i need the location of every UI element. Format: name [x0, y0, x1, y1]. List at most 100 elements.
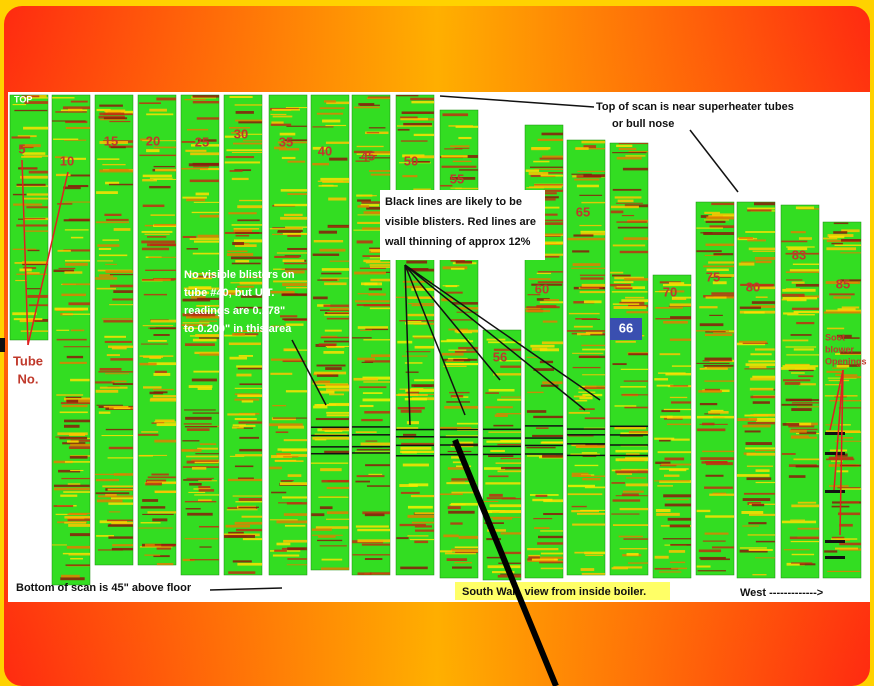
scan-line	[705, 334, 732, 336]
scan-line	[107, 354, 120, 356]
scan-line	[70, 558, 83, 560]
scan-line	[618, 227, 648, 229]
scan-line	[330, 261, 349, 262]
scan-line	[749, 248, 775, 251]
scan-line	[791, 435, 809, 437]
scan-line	[406, 351, 430, 352]
scan-line	[610, 284, 631, 286]
scan-line	[193, 166, 209, 167]
scan-line	[357, 146, 384, 147]
scan-line	[106, 219, 129, 221]
scan-line	[670, 397, 687, 398]
scan-line	[537, 273, 551, 274]
blister-line	[525, 453, 563, 455]
scan-line	[369, 127, 386, 128]
scan-line	[756, 420, 775, 422]
scan-line	[367, 97, 390, 99]
scan-line	[99, 113, 124, 116]
scan-line	[408, 515, 434, 518]
scan-line	[232, 152, 262, 153]
scan-line	[198, 235, 219, 238]
scan-line	[785, 382, 801, 385]
scan-line	[796, 206, 814, 209]
scan-line	[227, 509, 258, 510]
scan-line	[274, 550, 287, 552]
scan-line	[185, 538, 219, 539]
scan-line	[65, 229, 89, 230]
scan-line	[655, 556, 669, 559]
scan-line	[572, 353, 603, 354]
scan-line	[658, 372, 686, 373]
scan-line	[403, 434, 416, 436]
scan-line	[663, 321, 688, 324]
scan-line	[743, 343, 768, 344]
scan-line	[613, 245, 645, 247]
scan-line	[705, 533, 729, 535]
scan-line	[313, 254, 340, 256]
scan-line	[407, 421, 419, 424]
scan-line	[826, 247, 856, 250]
scan-line	[108, 536, 133, 538]
scan-line	[540, 348, 559, 351]
scan-line	[842, 501, 859, 503]
annotation: Openings	[825, 356, 867, 366]
scan-line	[273, 116, 293, 118]
scan-line	[274, 256, 299, 258]
scan-line	[227, 250, 247, 252]
scan-line	[792, 282, 805, 284]
scan-line	[528, 556, 540, 558]
scan-line	[231, 257, 262, 260]
scan-line	[485, 406, 512, 408]
scan-line	[543, 513, 563, 515]
scan-line	[58, 250, 71, 252]
blister-line	[440, 429, 478, 431]
scan-line	[357, 539, 390, 542]
scan-line	[155, 371, 167, 373]
scan-line	[711, 292, 734, 295]
scan-line	[235, 232, 262, 234]
scan-line	[575, 465, 599, 466]
scan-line	[274, 109, 291, 111]
blister-line	[525, 425, 563, 427]
scan-line	[713, 332, 734, 333]
scan-line	[70, 456, 88, 459]
blister-line	[440, 436, 478, 438]
blister-line	[352, 452, 390, 454]
blister-line	[525, 437, 563, 439]
scan-line	[575, 400, 587, 402]
scan-line	[582, 349, 605, 351]
scan-line	[583, 387, 605, 389]
scan-line	[193, 163, 219, 165]
scan-line	[226, 156, 254, 158]
scan-strip	[10, 95, 48, 340]
scan-strip	[352, 95, 390, 575]
scan-line	[526, 169, 539, 171]
scan-line	[195, 453, 219, 454]
scan-line	[319, 391, 334, 394]
scan-line	[706, 462, 733, 465]
scan-line	[67, 546, 90, 549]
scan-line	[113, 383, 133, 385]
scan-line	[236, 111, 254, 114]
scan-line	[414, 541, 428, 543]
scan-line	[110, 274, 133, 275]
scan-line	[748, 422, 775, 424]
scan-line	[485, 482, 520, 484]
scan-line	[398, 129, 410, 131]
scan-line	[235, 388, 262, 389]
scan-line	[578, 476, 605, 477]
scan-line	[67, 440, 79, 442]
scan-line	[242, 400, 254, 402]
scan-line	[357, 475, 385, 477]
scan-line	[493, 517, 513, 519]
scan-line	[501, 458, 521, 459]
scan-line	[619, 536, 643, 538]
scan-line	[577, 513, 605, 515]
scan-line	[29, 304, 48, 306]
scan-line	[840, 252, 861, 253]
scan-line	[313, 297, 328, 300]
scan-line	[704, 219, 729, 220]
scan-line	[319, 231, 337, 234]
scan-line	[235, 522, 262, 525]
scan-line	[584, 300, 602, 303]
